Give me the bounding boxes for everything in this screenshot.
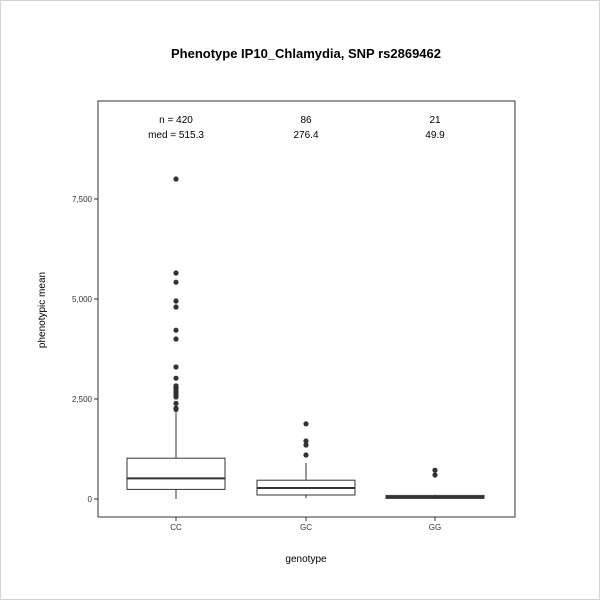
box-series xyxy=(126,176,485,499)
outlier-point xyxy=(303,442,309,448)
outlier-point xyxy=(173,400,179,406)
y-tick-label: 2,500 xyxy=(72,395,93,404)
outlier-point xyxy=(303,452,309,458)
y-axis: 0 2,500 5,000 7,500 xyxy=(72,195,98,504)
outlier-point xyxy=(432,467,438,473)
outlier-point xyxy=(173,364,179,370)
box-body xyxy=(126,457,226,490)
outlier-point xyxy=(173,375,179,381)
outlier-point xyxy=(303,421,309,427)
n-label: 21 xyxy=(429,115,441,126)
n-label: n = 420 xyxy=(159,115,193,126)
y-tick-label: 7,500 xyxy=(72,195,93,204)
box-cc xyxy=(126,176,226,499)
x-tick-label: GG xyxy=(429,523,441,532)
chart-title: Phenotype IP10_Chlamydia, SNP rs2869462 xyxy=(171,46,441,61)
median-label: med = 515.3 xyxy=(148,130,204,141)
outlier-point xyxy=(173,176,179,182)
outlier-point xyxy=(173,383,179,389)
y-tick-label: 0 xyxy=(88,495,93,504)
outlier-point xyxy=(173,298,179,304)
outlier-point xyxy=(173,304,179,310)
outlier-point xyxy=(303,438,309,444)
y-axis-label: phenotypic mean xyxy=(37,272,48,348)
x-tick-label: CC xyxy=(170,523,182,532)
outlier-point xyxy=(173,336,179,342)
outlier-point xyxy=(432,472,438,478)
box-gc xyxy=(256,421,356,499)
median-label: 276.4 xyxy=(293,130,318,141)
outlier-point xyxy=(173,327,179,333)
outlier-point xyxy=(173,270,179,276)
x-axis-label: genotype xyxy=(285,554,327,565)
x-tick-label: GC xyxy=(300,523,312,532)
annotations: n = 420 86 21 med = 515.3 276.4 49.9 xyxy=(148,115,445,141)
n-label: 86 xyxy=(300,115,312,126)
outlier-point xyxy=(173,405,179,411)
plot-panel xyxy=(97,100,516,518)
outlier-point xyxy=(173,279,179,285)
median-label: 49.9 xyxy=(425,130,445,141)
x-axis: CC GC GG xyxy=(170,517,441,532)
box-gg xyxy=(385,467,485,499)
y-tick-label: 5,000 xyxy=(72,295,93,304)
